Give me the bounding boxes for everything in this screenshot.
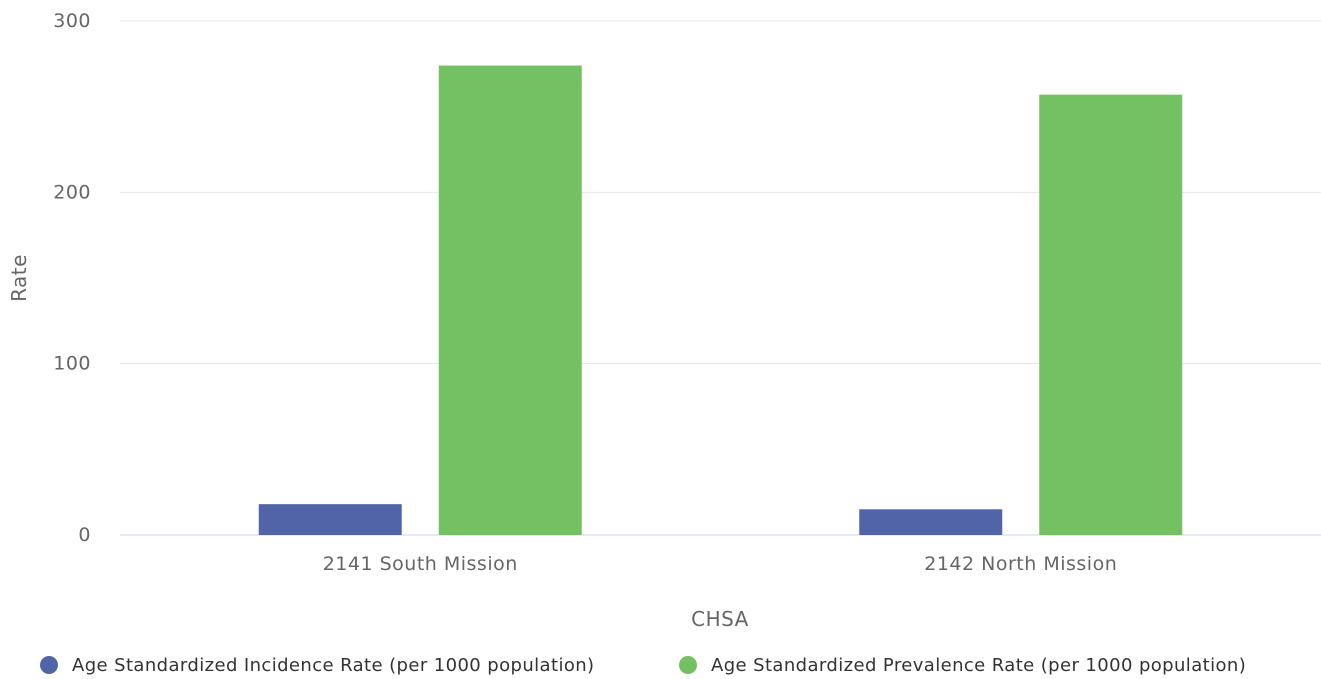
y-axis-title: Rate bbox=[7, 254, 31, 302]
legend-item-incidence[interactable]: Age Standardized Incidence Rate (per 100… bbox=[40, 655, 594, 676]
x-tick-label: 2141 South Mission bbox=[323, 553, 518, 575]
bar-incidence-1[interactable] bbox=[859, 509, 1003, 535]
x-axis-title: CHSA bbox=[691, 607, 749, 631]
y-axis-ticks: 0 100 200 300 bbox=[53, 10, 91, 546]
legend-marker-incidence bbox=[40, 656, 58, 674]
legend-item-prevalence[interactable]: Age Standardized Prevalence Rate (per 10… bbox=[679, 655, 1246, 676]
legend-marker-prevalence bbox=[679, 656, 697, 674]
y-tick-label: 200 bbox=[53, 181, 91, 203]
legend-label-prevalence: Age Standardized Prevalence Rate (per 10… bbox=[711, 655, 1246, 676]
x-tick-label: 2142 North Mission bbox=[924, 553, 1117, 575]
legend-label-incidence: Age Standardized Incidence Rate (per 100… bbox=[72, 655, 594, 676]
y-tick-label: 0 bbox=[78, 524, 91, 546]
y-tick-label: 300 bbox=[53, 10, 91, 32]
y-tick-label: 100 bbox=[53, 353, 91, 375]
legend: Age Standardized Incidence Rate (per 100… bbox=[40, 655, 1246, 676]
x-axis-ticks: 2141 South Mission 2142 North Mission bbox=[323, 553, 1117, 575]
bars-layer bbox=[258, 65, 1183, 536]
bar-prevalence-1[interactable] bbox=[1039, 94, 1183, 535]
bar-incidence-0[interactable] bbox=[258, 504, 402, 535]
bar-prevalence-0[interactable] bbox=[438, 65, 582, 536]
